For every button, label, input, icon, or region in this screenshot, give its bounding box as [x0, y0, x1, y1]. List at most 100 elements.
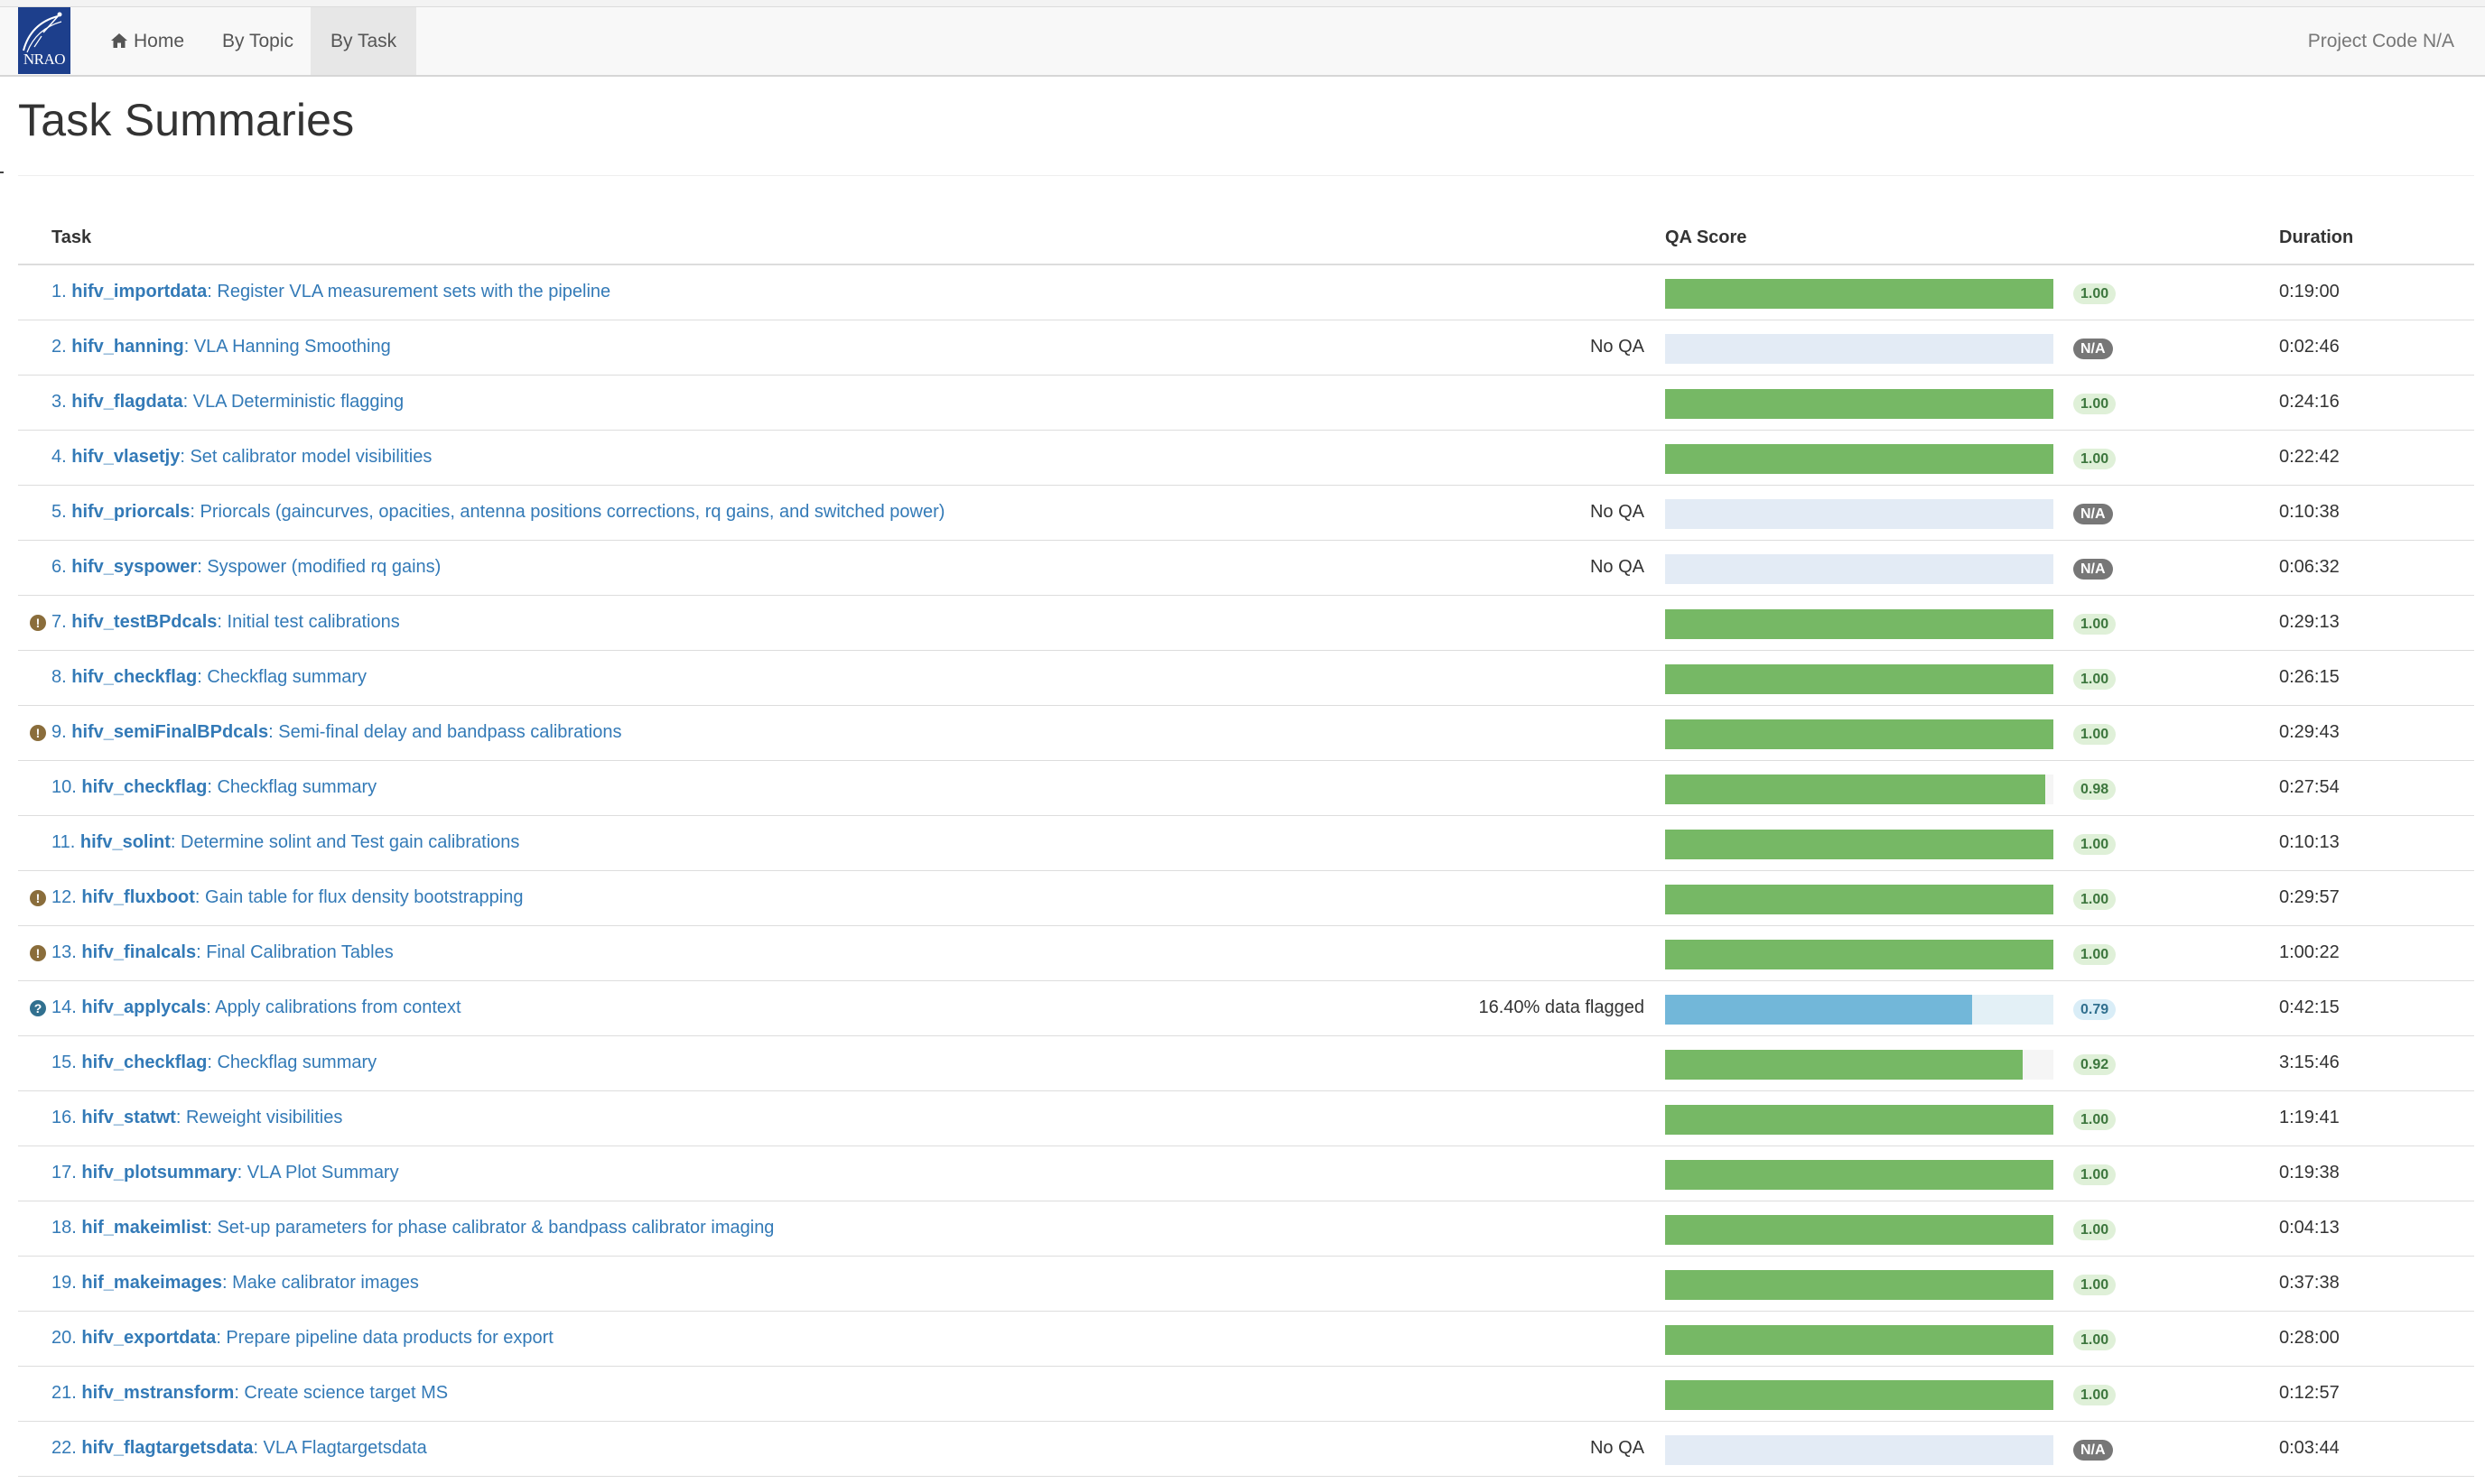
task-number: 16.: [51, 1108, 77, 1127]
task-duration: 0:37:38: [2279, 1273, 2340, 1293]
qa-score-badge: 0.98: [2073, 779, 2117, 800]
task-name: hifv_checkflag: [81, 1053, 208, 1072]
top-border: [0, 0, 2485, 7]
nav-by-topic[interactable]: By Topic: [202, 7, 313, 75]
qa-score-badge: 0.79: [2073, 999, 2117, 1020]
task-name: hifv_mstransform: [81, 1383, 235, 1403]
qa-score-bar: [1665, 389, 2053, 419]
qa-score-bar: [1665, 830, 2053, 859]
task-link[interactable]: 1. hifv_importdata: Register VLA measure…: [51, 282, 610, 302]
nav-home[interactable]: Home: [90, 7, 204, 75]
qa-score-fill: [1665, 1160, 2053, 1190]
qa-score-badge: 0.92: [2073, 1054, 2117, 1075]
qa-score-bar: [1665, 279, 2053, 309]
task-description: : VLA Deterministic flagging: [182, 392, 405, 412]
qa-score-badge: 1.00: [2073, 614, 2117, 635]
table-row: 4. hifv_vlasetjy: Set calibrator model v…: [18, 431, 2474, 486]
qa-score-bar: [1665, 774, 2053, 804]
qa-score-badge: 1.00: [2073, 669, 2117, 690]
task-link[interactable]: 14. hifv_applycals: Apply calibrations f…: [51, 997, 461, 1018]
qa-score-badge: 1.00: [2073, 449, 2117, 469]
table-row: 15. hifv_checkflag: Checkflag summary 0.9…: [18, 1036, 2474, 1091]
task-link[interactable]: 13. hifv_finalcals: Final Calibration Ta…: [51, 942, 394, 963]
qa-score-bar: [1665, 940, 2053, 969]
task-duration: 0:10:38: [2279, 502, 2340, 522]
task-duration: 0:24:16: [2279, 392, 2340, 412]
table-header: Task QA Score Duration: [18, 213, 2474, 265]
task-description: : VLA Plot Summary: [237, 1163, 399, 1183]
task-link[interactable]: 21. hifv_mstransform: Create science tar…: [51, 1383, 448, 1404]
qa-score-fill: [1665, 664, 2053, 694]
task-description: : Set-up parameters for phase calibrator…: [207, 1218, 775, 1238]
task-number: 7.: [51, 612, 67, 632]
nav-by-task[interactable]: By Task: [311, 7, 417, 75]
qa-score-fill: [1665, 1050, 2023, 1080]
nrao-logo[interactable]: NRAO: [18, 7, 70, 74]
task-link[interactable]: 9. hifv_semiFinalBPdcals: Semi-final del…: [51, 722, 621, 743]
qa-score-bar: [1665, 1050, 2053, 1080]
qa-score-fill: [1665, 609, 2053, 639]
task-description: : Priorcals (gaincurves, opacities, ante…: [190, 502, 945, 522]
task-number: 19.: [51, 1273, 77, 1293]
qa-note: No QA: [1589, 337, 1644, 357]
table-row: 17. hifv_plotsummary: VLA Plot Summary 1.…: [18, 1146, 2474, 1201]
task-link[interactable]: 4. hifv_vlasetjy: Set calibrator model v…: [51, 447, 432, 468]
qa-score-fill: [1665, 885, 2053, 914]
qa-score-fill: [1665, 1270, 2053, 1300]
task-duration: 0:42:15: [2279, 997, 2340, 1017]
nav-by-task-label: By Task: [330, 31, 397, 51]
task-link[interactable]: 2. hifv_hanning: VLA Hanning Smoothing: [51, 337, 391, 357]
header-duration: Duration: [2279, 227, 2354, 247]
task-link[interactable]: 10. hifv_checkflag: Checkflag summary: [51, 777, 377, 798]
qa-score-bar: [1665, 1435, 2053, 1465]
task-number: 21.: [51, 1383, 77, 1403]
task-description: : Initial test calibrations: [217, 612, 400, 632]
task-name: hifv_exportdata: [81, 1328, 217, 1348]
qa-score-badge: 1.00: [2073, 283, 2117, 304]
header-task: Task: [51, 227, 92, 247]
task-link[interactable]: 15. hifv_checkflag: Checkflag summary: [51, 1053, 377, 1073]
task-description: : Checkflag summary: [207, 1053, 377, 1072]
task-description: : Determine solint and Test gain calibra…: [170, 832, 520, 852]
task-link[interactable]: 11. hifv_solint: Determine solint and Te…: [51, 832, 519, 853]
project-code: Project Code N/A: [2307, 31, 2454, 51]
task-number: 8.: [51, 667, 67, 687]
task-link[interactable]: 3. hifv_flagdata: VLA Deterministic flag…: [51, 392, 404, 413]
task-duration: 0:12:57: [2279, 1383, 2340, 1403]
task-link[interactable]: 6. hifv_syspower: Syspower (modified rq …: [51, 557, 441, 578]
task-duration: 0:22:42: [2279, 447, 2340, 467]
qa-score-fill: [1665, 1325, 2053, 1355]
task-description: : Semi-final delay and bandpass calibrat…: [268, 722, 622, 742]
qa-score-fill: [1665, 444, 2053, 474]
task-number: 5.: [51, 502, 67, 522]
info-sign-icon: ?: [30, 1000, 46, 1016]
edge-marker: [0, 172, 4, 173]
qa-score-bar: [1665, 1270, 2053, 1300]
task-description: : Syspower (modified rq gains): [197, 557, 442, 577]
task-description: : VLA Hanning Smoothing: [183, 337, 391, 357]
task-link[interactable]: 16. hifv_statwt: Reweight visibilities: [51, 1108, 342, 1128]
nav-home-label: Home: [134, 31, 185, 51]
table-row: 21. hifv_mstransform: Create science tar…: [18, 1367, 2474, 1422]
qa-score-fill: [1665, 1105, 2053, 1135]
task-link[interactable]: 19. hif_makeimages: Make calibrator imag…: [51, 1273, 419, 1294]
qa-score-bar: [1665, 664, 2053, 694]
task-link[interactable]: 17. hifv_plotsummary: VLA Plot Summary: [51, 1163, 399, 1183]
task-link[interactable]: 8. hifv_checkflag: Checkflag summary: [51, 667, 367, 688]
qa-score-badge: N/A: [2073, 559, 2113, 580]
task-duration: 0:29:57: [2279, 887, 2340, 907]
exclamation-sign-icon: !: [30, 890, 46, 906]
task-duration: 0:29:13: [2279, 612, 2340, 632]
qa-score-badge: 1.00: [2073, 394, 2117, 414]
exclamation-sign-icon: !: [30, 615, 46, 631]
task-link[interactable]: 18. hif_makeimlist: Set-up parameters fo…: [51, 1218, 774, 1238]
table-row: 10. hifv_checkflag: Checkflag summary 0.9…: [18, 761, 2474, 816]
task-link[interactable]: 20. hifv_exportdata: Prepare pipeline da…: [51, 1328, 554, 1349]
task-link[interactable]: 12. hifv_fluxboot: Gain table for flux d…: [51, 887, 523, 908]
task-description: : Checkflag summary: [197, 667, 368, 687]
task-link[interactable]: 7. hifv_testBPdcals: Initial test calibr…: [51, 612, 400, 633]
task-duration: 0:19:00: [2279, 282, 2340, 301]
task-link[interactable]: 5. hifv_priorcals: Priorcals (gaincurves…: [51, 502, 945, 523]
task-name: hif_makeimlist: [81, 1218, 208, 1238]
task-link[interactable]: 22. hifv_flagtargetsdata: VLA Flagtarget…: [51, 1438, 427, 1459]
